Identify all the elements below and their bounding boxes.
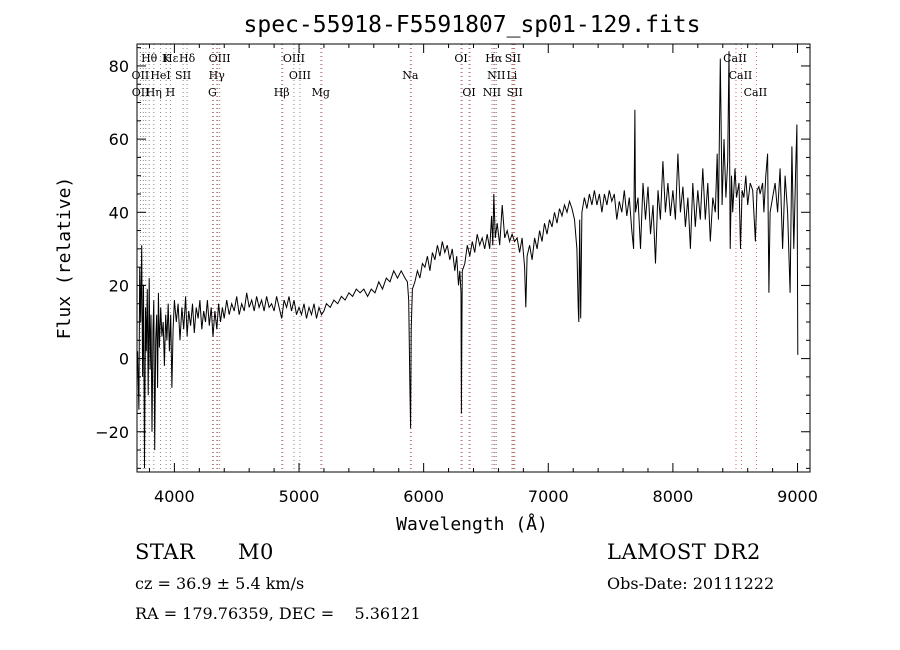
chart-title: spec-55918-F5591807_sp01-129.fits bbox=[244, 12, 701, 38]
line-label-OII-1: OII bbox=[132, 69, 150, 82]
line-label-HeI: HeI bbox=[150, 69, 170, 82]
line-label-Na: Na bbox=[402, 69, 419, 82]
line-label-OI-1: OI bbox=[454, 52, 467, 65]
line-label-Hbeta: Hβ bbox=[274, 86, 290, 99]
line-label-OII-2: OII bbox=[132, 86, 150, 99]
x-tick-label: 9000 bbox=[777, 487, 818, 506]
y-axis-ticks: −20 0 20 40 60 80 bbox=[95, 47, 810, 469]
line-label-OI-2: OI bbox=[462, 86, 475, 99]
spectral-line-markers bbox=[139, 44, 757, 472]
line-label-Heta: Hη bbox=[146, 86, 162, 99]
line-label-OIII-2: OIII bbox=[283, 52, 305, 65]
line-label-Li: Li bbox=[506, 69, 517, 82]
line-label-SII-2: SII bbox=[175, 69, 191, 82]
x-tick-label: 4000 bbox=[154, 487, 195, 506]
line-label-OIII-1: OIII bbox=[209, 52, 231, 65]
line-label-Hgamma: Hγ bbox=[209, 69, 226, 82]
line-label-SII-1: SII bbox=[505, 52, 521, 65]
line-label-SII-3: SII bbox=[507, 86, 523, 99]
y-tick-label: 80 bbox=[109, 57, 129, 76]
line-label-Halpha: Hα bbox=[485, 52, 503, 65]
redshift-value: cz = 36.9 ± 5.4 km/s bbox=[135, 574, 305, 593]
x-axis-label: Wavelength (Å) bbox=[396, 513, 548, 535]
line-label-Mg: Mg bbox=[312, 86, 330, 99]
y-tick-label: 60 bbox=[109, 130, 129, 149]
y-tick-label: 40 bbox=[109, 203, 129, 222]
subclass: M0 bbox=[238, 540, 274, 564]
line-label-CaII-1: CaII bbox=[723, 52, 747, 65]
y-tick-label: −20 bbox=[95, 423, 129, 442]
x-axis-ticks: 4000 5000 6000 7000 8000 9000 bbox=[148, 44, 818, 506]
line-label-Hε-top: Hε bbox=[163, 52, 179, 65]
y-tick-label: 0 bbox=[119, 350, 129, 369]
line-label-K-top: K bbox=[162, 52, 171, 65]
line-label-OIII-3: OIII bbox=[289, 69, 311, 82]
obs-date: Obs-Date: 20111222 bbox=[607, 574, 775, 593]
coordinates: RA = 179.76359, DEC = 5.36121 bbox=[135, 604, 421, 623]
class-type: STAR bbox=[135, 540, 196, 564]
line-label-NII-1: NII bbox=[487, 69, 505, 82]
survey-name: LAMOST DR2 bbox=[607, 540, 761, 564]
line-label-NII-2: NII bbox=[483, 86, 501, 99]
spectrum-line bbox=[137, 51, 799, 469]
line-label-CaII-2: CaII bbox=[729, 69, 753, 82]
y-axis-label: Flux (relative) bbox=[54, 177, 75, 340]
plot-frame bbox=[136, 43, 811, 473]
line-label-Hδ-top: Hδ bbox=[179, 52, 196, 65]
y-tick-label: 20 bbox=[109, 276, 129, 295]
x-tick-label: 8000 bbox=[653, 487, 694, 506]
x-tick-label: 7000 bbox=[528, 487, 569, 506]
x-tick-label: 6000 bbox=[403, 487, 444, 506]
x-tick-label: 5000 bbox=[279, 487, 320, 506]
line-label-CaII-3: CaII bbox=[744, 86, 768, 99]
line-label-G-band: G bbox=[208, 86, 217, 99]
line-label-H-theta: Hθ bbox=[141, 52, 158, 65]
line-label-H-line: H bbox=[166, 86, 176, 99]
